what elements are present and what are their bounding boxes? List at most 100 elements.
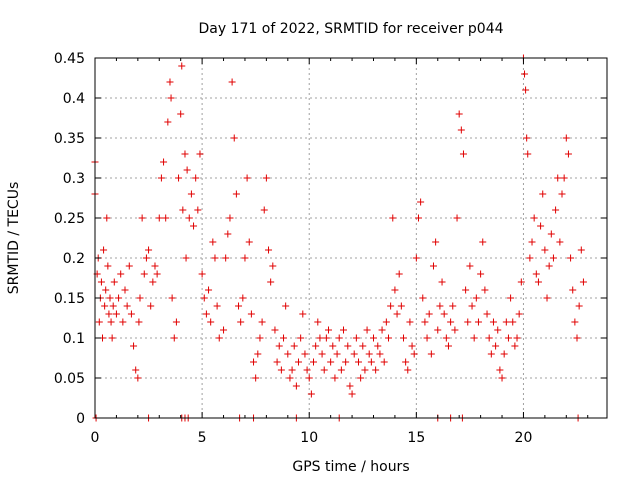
data-point	[387, 302, 395, 310]
data-point	[305, 374, 313, 382]
data-point	[472, 294, 480, 302]
data-point	[372, 366, 380, 374]
data-point	[395, 270, 403, 278]
data-point	[105, 310, 113, 318]
data-point	[103, 214, 111, 222]
data-point	[194, 206, 202, 214]
data-point	[451, 326, 459, 334]
data-point	[547, 230, 555, 238]
y-tick-labels: 0 0.05 0.1 0.15 0.2 0.25 0.3 0.35 0.4 0.45	[54, 51, 85, 427]
data-point	[331, 374, 339, 382]
data-point	[135, 318, 143, 326]
data-point	[297, 334, 305, 342]
data-point	[153, 270, 161, 278]
data-point	[346, 382, 354, 390]
data-point	[571, 318, 579, 326]
data-point	[167, 94, 175, 102]
data-point	[573, 334, 581, 342]
x-tick-label: 10	[300, 430, 318, 446]
data-point	[185, 214, 193, 222]
data-point	[280, 334, 288, 342]
data-point	[541, 246, 549, 254]
data-point	[119, 318, 127, 326]
data-point	[507, 294, 515, 302]
data-point	[567, 254, 575, 262]
data-point	[365, 350, 373, 358]
data-point	[481, 286, 489, 294]
data-point	[239, 294, 247, 302]
data-point	[325, 326, 333, 334]
data-point	[301, 350, 309, 358]
x-tick-label: 20	[515, 430, 533, 446]
data-point	[552, 206, 560, 214]
data-points	[91, 54, 587, 422]
data-point	[170, 334, 178, 342]
data-point	[329, 342, 337, 350]
data-point	[436, 302, 444, 310]
data-point	[100, 246, 108, 254]
data-point	[498, 374, 506, 382]
data-point	[168, 294, 176, 302]
data-point	[380, 358, 388, 366]
data-point	[549, 254, 557, 262]
data-point	[340, 326, 348, 334]
data-point	[558, 190, 566, 198]
data-point	[307, 390, 315, 398]
data-point	[449, 302, 457, 310]
data-point	[235, 302, 243, 310]
data-point	[382, 318, 390, 326]
chart-title: Day 171 of 2022, SRMTID for receiver p04…	[198, 21, 503, 37]
data-point	[417, 198, 425, 206]
data-point	[579, 278, 587, 286]
data-point	[121, 286, 129, 294]
data-point	[402, 358, 410, 366]
data-point	[269, 262, 277, 270]
data-point	[112, 310, 120, 318]
data-point	[414, 214, 422, 222]
data-point	[528, 238, 536, 246]
data-point	[410, 350, 418, 358]
data-point	[245, 238, 253, 246]
data-point	[485, 334, 493, 342]
data-point	[320, 366, 328, 374]
data-point	[162, 214, 170, 222]
data-point	[406, 318, 414, 326]
data-point	[295, 358, 303, 366]
data-point	[350, 350, 358, 358]
data-point	[149, 278, 157, 286]
data-point	[166, 78, 174, 86]
data-point	[160, 158, 168, 166]
data-point	[187, 190, 195, 198]
data-point	[442, 334, 450, 342]
data-point	[487, 350, 495, 358]
data-point	[136, 294, 144, 302]
data-point	[292, 382, 300, 390]
data-point	[254, 350, 262, 358]
data-point	[521, 70, 529, 78]
data-point	[337, 366, 345, 374]
data-point	[419, 294, 427, 302]
data-point	[564, 150, 572, 158]
data-point	[211, 254, 219, 262]
data-point	[172, 318, 180, 326]
data-point	[252, 374, 260, 382]
data-point	[483, 310, 491, 318]
data-point	[556, 238, 564, 246]
data-point	[502, 318, 510, 326]
data-point	[511, 342, 519, 350]
data-point	[258, 318, 266, 326]
data-point	[243, 174, 251, 182]
data-point	[344, 342, 352, 350]
data-point	[357, 374, 365, 382]
data-point	[222, 254, 230, 262]
data-point	[202, 310, 210, 318]
data-point	[470, 334, 478, 342]
data-point	[207, 318, 215, 326]
data-point	[198, 270, 206, 278]
data-point	[468, 302, 476, 310]
data-point	[155, 214, 163, 222]
data-point	[250, 358, 258, 366]
data-point	[115, 294, 123, 302]
data-point	[205, 286, 213, 294]
data-point	[322, 334, 330, 342]
